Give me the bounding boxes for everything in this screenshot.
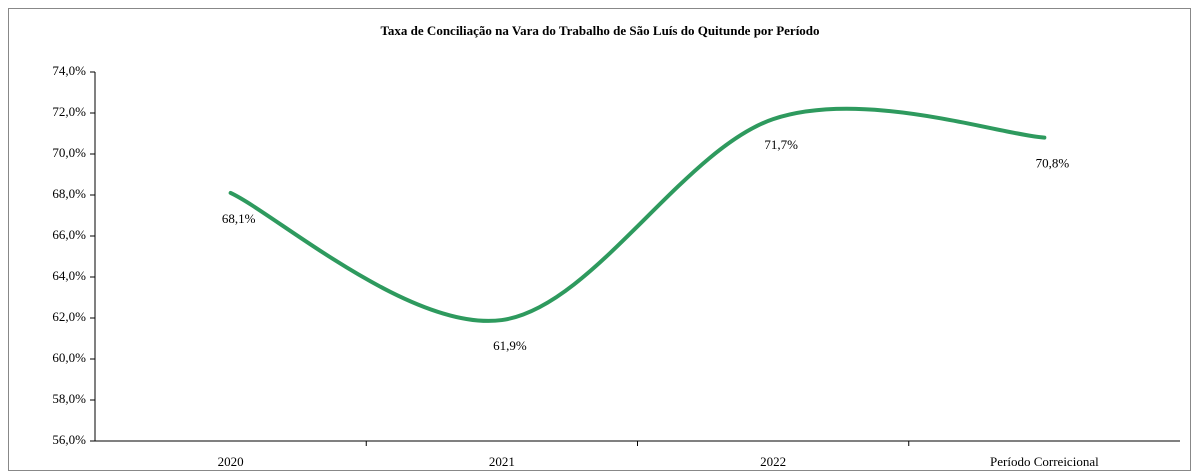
y-tick-label: 70,0%: [52, 145, 86, 160]
x-tick-label: 2022: [760, 454, 786, 469]
series-line: [228, 106, 1047, 323]
data-label: 70,8%: [1036, 156, 1070, 171]
y-tick-label: 74,0%: [52, 63, 86, 78]
chart-border: [8, 8, 1191, 471]
y-tick-label: 56,0%: [52, 432, 86, 447]
data-label: 61,9%: [493, 338, 527, 353]
x-tick-label: Período Correicional: [990, 454, 1099, 469]
y-tick-label: 64,0%: [52, 268, 86, 283]
y-tick-label: 68,0%: [52, 186, 86, 201]
chart-title: Taxa de Conciliação na Vara do Trabalho …: [380, 23, 819, 38]
x-tick-label: 2021: [489, 454, 515, 469]
y-tick-label: 66,0%: [52, 227, 86, 242]
y-tick-label: 62,0%: [52, 309, 86, 324]
x-tick-label: 2020: [218, 454, 244, 469]
data-label: 71,7%: [764, 137, 798, 152]
y-tick-label: 72,0%: [52, 104, 86, 119]
y-tick-label: 58,0%: [52, 391, 86, 406]
data-label: 68,1%: [222, 211, 256, 226]
y-tick-label: 60,0%: [52, 350, 86, 365]
